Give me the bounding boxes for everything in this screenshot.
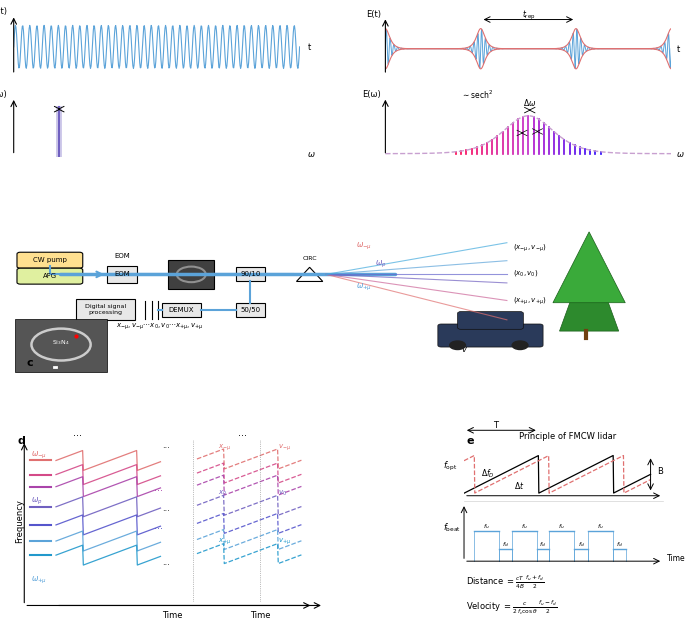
Text: $(x_{-\mu}, v_{-\mu})$: $(x_{-\mu}, v_{-\mu})$ <box>514 242 547 254</box>
Text: $\omega_p$: $\omega_p$ <box>375 259 387 270</box>
Text: EOM: EOM <box>114 253 130 260</box>
Text: ...: ... <box>238 428 247 438</box>
Text: ω: ω <box>677 150 684 160</box>
FancyBboxPatch shape <box>162 303 201 317</box>
Text: 50/50: 50/50 <box>240 307 260 313</box>
Text: ...: ... <box>153 483 162 493</box>
Text: c: c <box>27 358 34 368</box>
Text: $f_u$: $f_u$ <box>597 522 604 532</box>
Text: ...: ... <box>73 428 82 438</box>
Text: $f_u$: $f_u$ <box>484 522 490 532</box>
FancyBboxPatch shape <box>169 260 214 288</box>
Text: ...: ... <box>162 441 170 451</box>
Text: $\omega_p$: $\omega_p$ <box>32 496 43 507</box>
Text: t: t <box>308 43 311 52</box>
Text: E(ω): E(ω) <box>362 90 381 99</box>
Text: $x_{+\mu}$: $x_{+\mu}$ <box>218 537 232 547</box>
Text: $f_u$: $f_u$ <box>558 522 565 532</box>
Text: $f_\mathrm{opt}$: $f_\mathrm{opt}$ <box>443 459 458 472</box>
Text: $\omega_{-\mu}$: $\omega_{-\mu}$ <box>356 241 372 252</box>
Polygon shape <box>560 250 619 331</box>
Text: $v_0$: $v_0$ <box>278 489 287 498</box>
Circle shape <box>449 341 466 349</box>
Text: $\sim\mathrm{sech}^2$: $\sim\mathrm{sech}^2$ <box>461 89 493 100</box>
Text: CW pump: CW pump <box>33 257 67 263</box>
Text: Digital signal
processing: Digital signal processing <box>85 305 126 315</box>
Text: $t_\mathrm{rep}$: $t_\mathrm{rep}$ <box>521 9 535 22</box>
Text: Principle of FMCW lidar: Principle of FMCW lidar <box>519 432 616 441</box>
Text: ...: ... <box>162 504 170 513</box>
Text: E(ω): E(ω) <box>0 90 7 99</box>
Text: DEMUX: DEMUX <box>169 307 194 313</box>
Text: B: B <box>657 467 662 476</box>
Polygon shape <box>553 232 625 303</box>
Text: $x_0$: $x_0$ <box>218 489 227 498</box>
Text: $\Delta t$: $\Delta t$ <box>514 480 524 492</box>
Text: Time: Time <box>162 610 182 620</box>
Text: $\Delta f_D$: $\Delta f_D$ <box>481 468 495 480</box>
Text: $f_\mathrm{beat}$: $f_\mathrm{beat}$ <box>443 522 461 535</box>
Text: E(t): E(t) <box>0 7 7 16</box>
Text: $f_d$: $f_d$ <box>616 540 623 549</box>
FancyBboxPatch shape <box>458 311 523 329</box>
Text: Time: Time <box>667 554 685 563</box>
FancyBboxPatch shape <box>17 252 83 268</box>
Text: $(x_0, v_0)$: $(x_0, v_0)$ <box>514 268 539 278</box>
FancyBboxPatch shape <box>76 299 136 321</box>
Text: $\omega_{+\mu}$: $\omega_{+\mu}$ <box>32 575 47 586</box>
Text: $f_d$: $f_d$ <box>577 540 584 549</box>
Text: $f_d$: $f_d$ <box>539 540 546 549</box>
Text: $f_d$: $f_d$ <box>502 540 509 549</box>
Text: $x_{-\mu}, v_{-\mu} \cdots x_0, v_0 \cdots x_{+\mu}, v_{+\mu}$: $x_{-\mu}, v_{-\mu} \cdots x_0, v_0 \cdo… <box>116 321 203 332</box>
Text: $v_{-\mu}$: $v_{-\mu}$ <box>278 442 291 452</box>
Text: Distance $= \frac{cT}{4B}\, \frac{f_u + f_d}{2}$: Distance $= \frac{cT}{4B}\, \frac{f_u + … <box>466 573 545 591</box>
Text: $f_u$: $f_u$ <box>521 522 527 532</box>
Text: ω: ω <box>308 150 314 160</box>
Text: AFG: AFG <box>42 273 57 279</box>
FancyBboxPatch shape <box>236 303 265 317</box>
Text: $v_{+\mu}$: $v_{+\mu}$ <box>278 537 291 547</box>
Text: Time: Time <box>250 610 271 620</box>
Circle shape <box>512 341 528 349</box>
FancyBboxPatch shape <box>108 266 137 283</box>
Text: $\omega_{+\mu}$: $\omega_{+\mu}$ <box>356 282 372 293</box>
Text: d: d <box>17 436 25 446</box>
Text: $\Delta\omega$: $\Delta\omega$ <box>523 97 536 109</box>
Text: EOM: EOM <box>114 271 130 278</box>
Text: ...: ... <box>153 521 162 531</box>
FancyBboxPatch shape <box>236 267 265 281</box>
Circle shape <box>293 266 326 283</box>
FancyBboxPatch shape <box>15 319 107 372</box>
Text: e: e <box>466 436 473 446</box>
FancyBboxPatch shape <box>438 324 543 347</box>
Text: $v$: $v$ <box>461 345 468 354</box>
Text: Velocity $= \frac{c}{2\,f_c \cos\theta}\, \frac{f_u - f_d}{2}$: Velocity $= \frac{c}{2\,f_c \cos\theta}\… <box>466 599 558 617</box>
Text: $x_{-\mu}$: $x_{-\mu}$ <box>218 442 232 452</box>
Text: CIRC: CIRC <box>302 256 317 261</box>
Text: Frequency: Frequency <box>16 499 25 543</box>
Text: E(t): E(t) <box>366 9 381 19</box>
Text: Si$_3$N$_4$: Si$_3$N$_4$ <box>52 339 70 348</box>
Polygon shape <box>297 267 323 281</box>
Text: Si$_3$N$_4$: Si$_3$N$_4$ <box>182 248 201 258</box>
Text: ...: ... <box>162 558 170 567</box>
Text: t: t <box>677 45 680 54</box>
Text: $\omega_{-\mu}$: $\omega_{-\mu}$ <box>32 450 47 461</box>
Text: T: T <box>493 421 498 430</box>
FancyBboxPatch shape <box>17 268 83 284</box>
Text: $(x_{+\mu}, v_{+\mu})$: $(x_{+\mu}, v_{+\mu})$ <box>514 296 547 307</box>
Text: 90/10: 90/10 <box>240 271 260 278</box>
